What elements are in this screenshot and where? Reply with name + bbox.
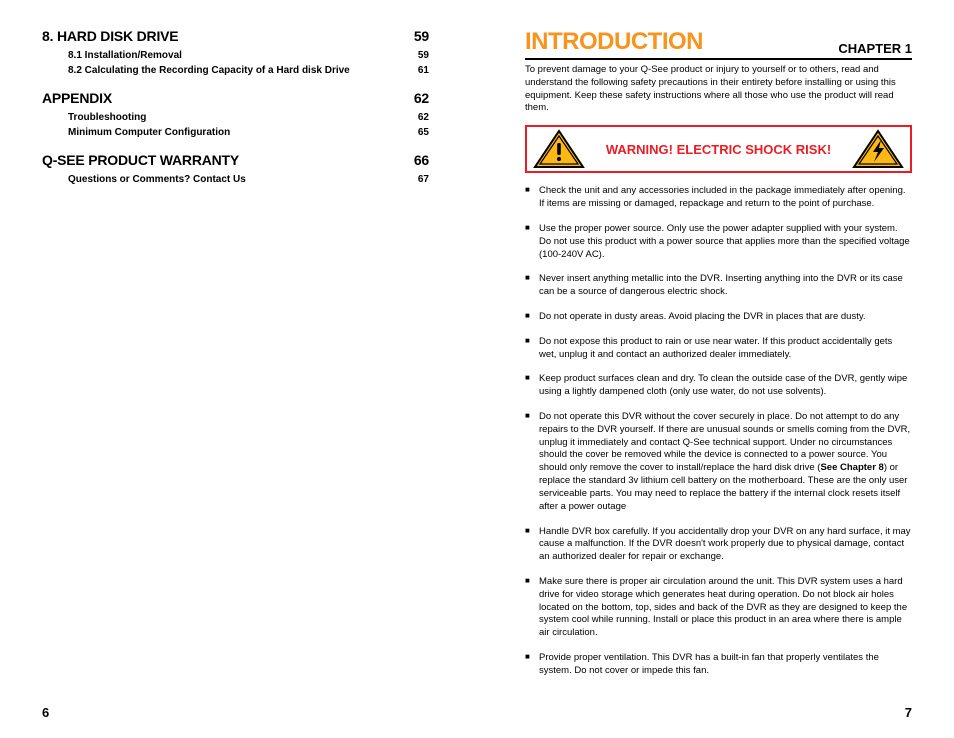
chapter-title: INTRODUCTION <box>525 28 703 56</box>
toc-item-page: 59 <box>418 50 429 61</box>
bullet-item: Do not operate this DVR without the cove… <box>525 411 912 514</box>
page-number-right: 7 <box>905 705 912 720</box>
toc-item: Troubleshooting 62 <box>68 112 429 123</box>
bullet-item: Provide proper ventilation. This DVR has… <box>525 652 912 678</box>
bullet-item: Keep product surfaces clean and dry. To … <box>525 373 912 399</box>
intro-paragraph: To prevent damage to your Q-See product … <box>525 64 912 115</box>
chapter-label: CHAPTER 1 <box>838 41 912 56</box>
toc-item: 8.2 Calculating the Recording Capacity o… <box>68 65 429 76</box>
toc-item: Minimum Computer Configuration 65 <box>68 127 429 138</box>
bullet-item: Check the unit and any accessories inclu… <box>525 185 912 211</box>
bullet-item: Use the proper power source. Only use th… <box>525 223 912 261</box>
left-page: 8. HARD DISK DRIVE598.1 Installation/Rem… <box>0 0 477 738</box>
toc-item-label: 8.1 Installation/Removal <box>68 50 182 61</box>
toc-heading: 8. HARD DISK DRIVE 59 <box>42 28 429 44</box>
safety-bullet-list: Check the unit and any accessories inclu… <box>525 185 912 677</box>
bullet-item: Do not operate in dusty areas. Avoid pla… <box>525 311 912 324</box>
toc-item-label: Minimum Computer Configuration <box>68 127 230 138</box>
toc-section: Q-SEE PRODUCT WARRANTY 66 Questions or Com… <box>42 152 429 185</box>
toc-section: APPENDIX 62 Troubleshooting 62 Minimum Compu… <box>42 90 429 138</box>
right-page: INTRODUCTION CHAPTER 1 To prevent damage… <box>477 0 954 738</box>
toc-item-label: 8.2 Calculating the Recording Capacity o… <box>68 65 350 76</box>
warning-triangle-icon <box>533 129 585 169</box>
toc-heading-page: 62 <box>414 90 429 106</box>
toc-heading: Q-SEE PRODUCT WARRANTY 66 <box>42 152 429 168</box>
toc-item-label: Questions or Comments? Contact Us <box>68 174 246 185</box>
toc-heading: APPENDIX 62 <box>42 90 429 106</box>
bullet-item: Never insert anything metallic into the … <box>525 273 912 299</box>
toc-item-page: 67 <box>418 174 429 185</box>
bullet-item: Handle DVR box carefully. If you acciden… <box>525 526 912 564</box>
bullet-item: Do not expose this product to rain or us… <box>525 336 912 362</box>
toc-item: 8.1 Installation/Removal 59 <box>68 50 429 61</box>
toc-heading-page: 59 <box>414 28 429 44</box>
warning-text: WARNING! ELECTRIC SHOCK RISK! <box>585 142 852 157</box>
toc-item: Questions or Comments? Contact Us 67 <box>68 174 429 185</box>
toc-heading-title: Q-SEE PRODUCT WARRANTY <box>42 152 239 168</box>
toc-item-label: Troubleshooting <box>68 112 146 123</box>
toc-section: 8. HARD DISK DRIVE598.1 Installation/Rem… <box>42 28 429 76</box>
toc-item-page: 61 <box>418 65 429 76</box>
toc-heading-title: 8. HARD DISK DRIVE <box>42 28 178 44</box>
bullet-item: Make sure there is proper air circulatio… <box>525 576 912 640</box>
chapter-header: INTRODUCTION CHAPTER 1 <box>525 28 912 60</box>
shock-triangle-icon <box>852 129 904 169</box>
table-of-contents: 8. HARD DISK DRIVE598.1 Installation/Rem… <box>42 28 429 185</box>
toc-heading-page: 66 <box>414 152 429 168</box>
toc-heading-title: APPENDIX <box>42 90 112 106</box>
toc-item-page: 62 <box>418 112 429 123</box>
warning-box: WARNING! ELECTRIC SHOCK RISK! <box>525 125 912 173</box>
toc-item-page: 65 <box>418 127 429 138</box>
page-number-left: 6 <box>42 705 49 720</box>
bold-reference: See Chapter 8 <box>820 462 883 473</box>
